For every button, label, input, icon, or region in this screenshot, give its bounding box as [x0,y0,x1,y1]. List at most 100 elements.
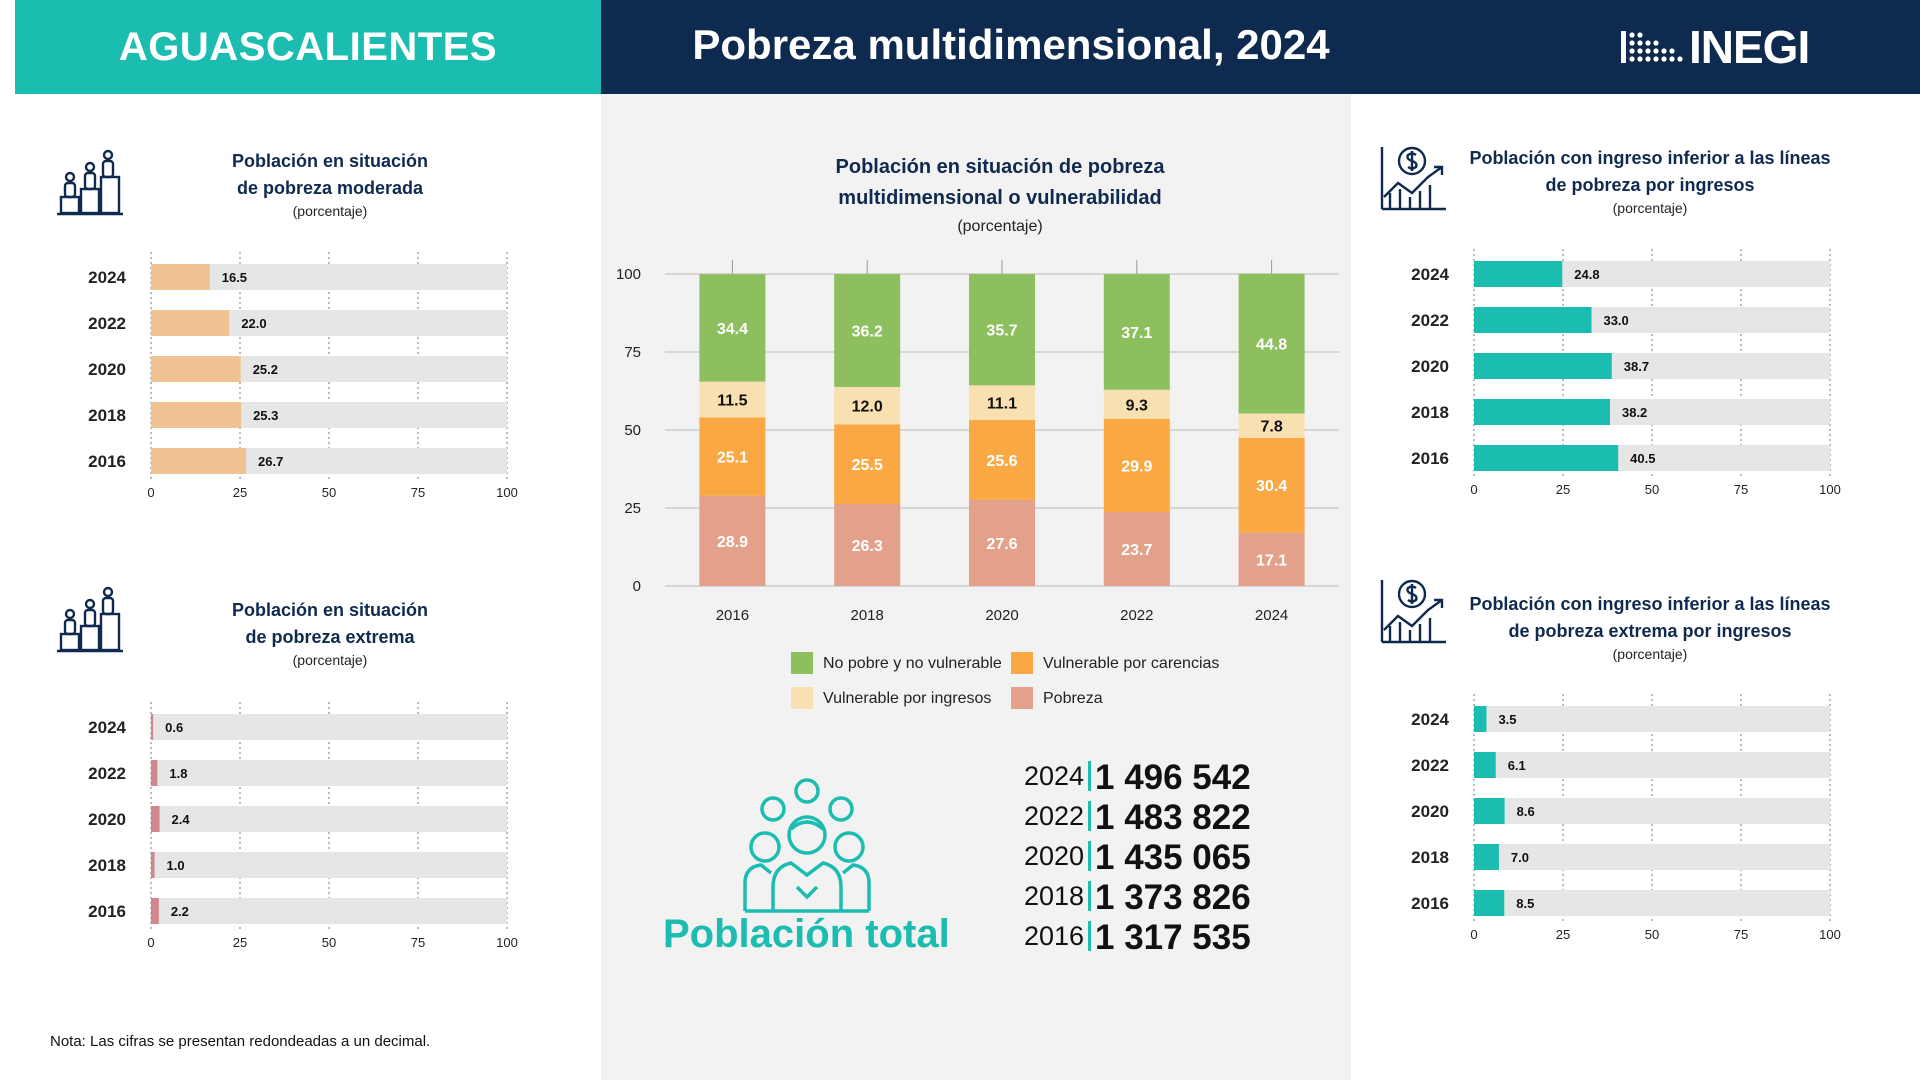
data-label: 44.8 [1256,337,1287,354]
x-tick-label: 100 [1819,482,1841,497]
people-podium-icon [57,586,123,653]
bar [151,310,230,336]
y-tick-label: 2018 [1411,403,1449,422]
population-value: 1 483 822 [1095,798,1251,837]
main-title-line: Población en situación de pobreza [835,156,1165,178]
population-row: 2018 1 373 826 [1024,878,1251,918]
stacked-bar-segment [699,381,766,418]
data-label: 25.6 [986,453,1017,470]
data-label: 34.4 [717,321,748,338]
bar [151,448,247,474]
data-label: 2.4 [172,812,191,827]
income-title: Población con ingreso inferior a las lín… [1440,145,1860,199]
stacked-bar-segment [834,424,901,504]
bar [1474,399,1610,425]
data-label: 38.2 [1622,405,1647,420]
bar [151,402,242,428]
title-header: Pobreza multidimensional, 2024 INEGI [601,0,1920,94]
income-title-line: de pobreza por ingresos [1545,175,1755,195]
x-tick-label: 2016 [716,607,749,624]
population-row: 2022 1 483 822 [1024,798,1251,838]
data-label: 33.0 [1603,313,1628,328]
data-label: 36.2 [852,323,883,340]
x-tick-label: 0 [1470,927,1477,942]
x-tick-label: 75 [1734,482,1748,497]
data-label: 11.1 [987,396,1017,413]
data-label: 0.6 [165,720,183,735]
x-tick-label: 50 [1645,482,1659,497]
data-label: 8.6 [1517,804,1535,819]
data-label: 17.1 [1256,552,1287,569]
main-title: Población en situación de pobreza multid… [740,152,1260,214]
data-label: 7.0 [1511,850,1529,865]
y-tick-label: 2020 [88,810,126,829]
data-label: 6.1 [1508,758,1526,773]
page-title: Pobreza multidimensional, 2024 [692,21,1330,68]
y-tick-label: 2022 [88,314,126,333]
data-label: 35.7 [986,323,1017,340]
data-label: 37.1 [1121,325,1152,342]
legend-swatch [1011,687,1033,709]
x-tick-label: 50 [322,935,336,950]
stacked-bar-segment [969,420,1035,500]
x-tick-label: 100 [496,935,518,950]
stacked-bar-segment [699,495,766,586]
population-value: 1 373 826 [1095,878,1251,917]
stacked-bar-segment [1103,274,1170,390]
bar [1474,353,1612,379]
bar [1474,890,1505,916]
bar [151,806,160,832]
inegi-logo-text: INEGI [1689,21,1810,73]
x-tick-label: 0 [147,935,154,950]
state-name: AGUASCALIENTES [118,25,498,69]
legend-label: No pobre y no vulnerable [823,655,1002,672]
main-title-line: multidimensional o vulnerabilidad [838,187,1162,209]
stacked-bar-segment [834,274,901,387]
bar-track [151,852,507,878]
data-label: 25.2 [253,362,278,377]
data-label: 7.8 [1260,419,1282,436]
x-tick-label: 100 [1819,927,1841,942]
income-extreme-title-line: de pobreza extrema por ingresos [1508,621,1792,641]
moderate-title: Población en situación de pobreza modera… [160,148,500,202]
legend-label: Vulnerable por carencias [1043,655,1219,672]
x-tick-label: 50 [1645,927,1659,942]
population-year: 2022 [1024,801,1085,831]
population-separator [1088,881,1091,911]
inegi-logo-dots-icon [1621,31,1683,63]
extreme-title: Población en situación de pobreza extrem… [160,597,500,651]
income-subtitle: (porcentaje) [1612,200,1688,216]
main-subtitle: (porcentaje) [957,218,1043,235]
y-tick-label: 2022 [88,764,126,783]
y-tick-label: 2016 [1411,894,1449,913]
population-separator [1088,841,1091,871]
bar [1474,844,1499,870]
data-label: 11.5 [717,393,747,410]
stacked-bar-segment [1103,512,1170,586]
bar-track [151,898,507,924]
data-label: 22.0 [241,316,266,331]
bar [151,760,158,786]
x-tick-label: 75 [411,935,425,950]
y-tick-label: 2022 [1411,311,1449,330]
data-label: 23.7 [1121,542,1152,559]
stacked-bar-segment [969,385,1035,421]
data-label: 28.9 [717,534,748,551]
data-label: 25.3 [253,408,278,423]
stacked-bar-segment [1238,532,1305,586]
y-tick-label: 2018 [88,406,126,425]
extreme-title-line: de pobreza extrema [245,627,415,647]
bar [1474,261,1563,287]
legend-label: Vulnerable por ingresos [823,690,991,707]
bar-track [1474,706,1830,732]
extreme-title-line: Población en situación [231,600,429,620]
data-label: 38.7 [1624,359,1649,374]
population-value: 1 496 542 [1095,758,1251,797]
data-label: 9.3 [1126,397,1148,414]
footnote: Nota: Las cifras se presentan redondeada… [50,1033,431,1050]
bar [151,898,159,924]
extreme-subtitle: (porcentaje) [292,652,368,668]
bar-track [1474,798,1830,824]
population-value: 1 317 535 [1095,918,1251,957]
income-extreme-title-line: Población con ingreso inferior a las lín… [1469,594,1831,614]
